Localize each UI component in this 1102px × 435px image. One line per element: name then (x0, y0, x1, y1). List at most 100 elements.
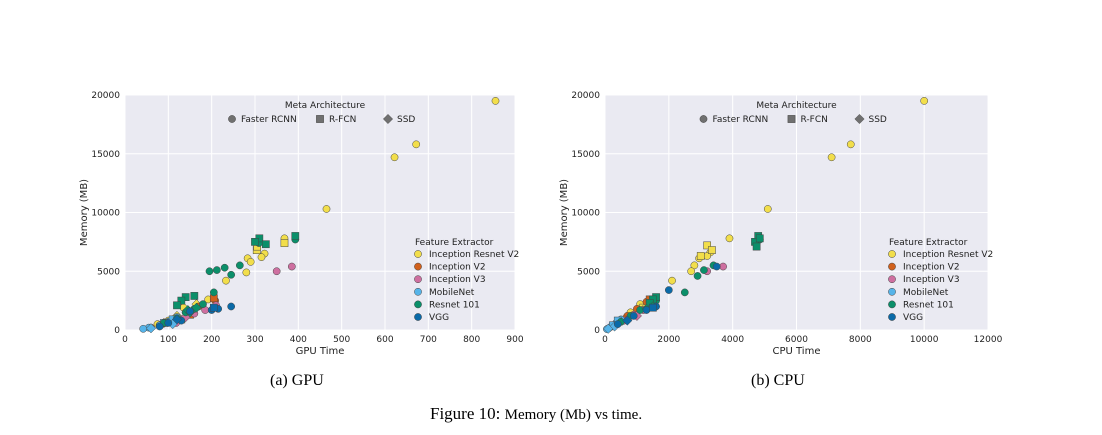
data-point (199, 300, 207, 308)
x-tick-label: 300 (246, 335, 263, 345)
y-tick-label: 15000 (91, 150, 120, 160)
feature-legend-marker (888, 313, 896, 321)
data-point (763, 205, 772, 213)
data-point (668, 276, 676, 285)
feature-legend-label: VGG (429, 313, 449, 323)
feature-legend-marker (888, 287, 896, 296)
feature-legend-marker (414, 262, 422, 271)
caption-cpu: (b) CPU (751, 372, 805, 389)
data-point (390, 153, 399, 162)
feature-legend-marker (414, 313, 422, 321)
data-point (261, 240, 270, 249)
y-axis-label: Memory (MB) (559, 179, 570, 246)
meta-legend-label: R-FCN (801, 115, 828, 125)
data-point (636, 306, 644, 314)
meta-legend-label: SSD (397, 115, 415, 125)
x-tick-label: 400 (290, 335, 307, 345)
data-point (209, 303, 218, 312)
y-tick-label: 10000 (91, 209, 120, 219)
data-point (209, 288, 218, 297)
x-tick-label: 6000 (785, 335, 808, 345)
x-tick-label: 500 (333, 335, 350, 345)
x-tick-label: 10000 (910, 335, 939, 345)
data-point (696, 252, 705, 260)
data-point (752, 242, 761, 251)
feature-legend-label: Inception V3 (903, 275, 960, 285)
data-point (205, 267, 214, 276)
data-point (622, 315, 633, 326)
meta-legend-title: Meta Architecture (285, 101, 366, 111)
feature-legend-label: Inception Resnet V2 (429, 250, 519, 260)
data-point (693, 272, 702, 280)
feature-legend-title: Feature Extractor (415, 238, 494, 248)
data-point (700, 266, 708, 274)
meta-legend-title: Meta Architecture (756, 101, 837, 111)
data-point (227, 302, 236, 311)
data-point (171, 314, 183, 325)
x-tick-label: 8000 (849, 335, 872, 345)
data-point (629, 312, 638, 320)
data-point (719, 262, 727, 271)
x-tick-label: 700 (420, 335, 437, 345)
feature-legend-label: Resnet 101 (429, 300, 480, 310)
x-tick-label: 0 (122, 335, 128, 345)
y-tick-label: 0 (594, 326, 600, 336)
x-tick-label: 900 (506, 335, 523, 345)
data-point (272, 267, 281, 276)
meta-legend-marker (787, 115, 796, 123)
x-tick-label: 600 (376, 335, 393, 345)
data-point (190, 292, 199, 300)
data-point (227, 270, 236, 279)
feature-legend-label: Inception V2 (429, 263, 486, 273)
feature-legend-marker (414, 287, 422, 296)
data-point (251, 238, 259, 246)
x-axis-label: GPU Time (296, 346, 345, 357)
data-point (687, 267, 696, 276)
meta-legend-marker (228, 115, 236, 123)
x-tick-label: 12000 (974, 335, 1003, 345)
y-tick-label: 20000 (571, 91, 600, 101)
meta-legend-label: SSD (869, 115, 887, 125)
data-point (191, 302, 202, 313)
x-axis-label: CPU Time (773, 346, 821, 357)
data-point (642, 306, 651, 314)
data-point (213, 266, 221, 274)
data-point (649, 303, 657, 312)
data-point (235, 261, 244, 270)
data-point (242, 268, 251, 277)
data-point (186, 307, 194, 316)
meta-legend-marker (699, 115, 708, 123)
feature-legend-marker (414, 300, 422, 309)
x-tick-label: 100 (160, 335, 177, 345)
x-tick-label: 2000 (657, 335, 680, 345)
feature-legend-marker (414, 275, 422, 284)
x-tick-label: 4000 (721, 335, 744, 345)
data-point (412, 140, 421, 149)
data-point (145, 323, 157, 334)
y-tick-label: 0 (114, 326, 120, 336)
x-tick-label: 0 (602, 335, 608, 345)
meta-legend-marker (316, 115, 324, 123)
meta-legend-marker (382, 113, 394, 125)
gpu-scatter-chart: 0 100 200 300 400 500 600 700 800 900 0 5000 10000 15… (79, 91, 524, 357)
feature-legend-label: Resnet 101 (903, 300, 954, 310)
meta-legend-label: Faster RCNN (713, 115, 769, 125)
data-point (708, 246, 716, 254)
feature-legend-label: MobileNet (903, 288, 949, 298)
data-point (139, 324, 148, 333)
cpu-scatter-chart: 0 2000 4000 6000 8000 10000 12000 0 5000 10000 150… (559, 91, 1003, 357)
data-point (613, 320, 622, 328)
data-point (846, 140, 855, 149)
feature-legend-label: Inception V2 (903, 263, 960, 273)
data-point (827, 153, 836, 162)
data-point (920, 97, 929, 105)
feature-legend-marker (888, 300, 896, 309)
data-point (690, 261, 699, 270)
data-point (177, 296, 186, 305)
feature-legend-label: Inception V3 (429, 275, 486, 285)
x-tick-label: 200 (203, 335, 220, 345)
data-point (257, 253, 266, 261)
feature-legend-label: Inception Resnet V2 (903, 250, 993, 260)
y-axis-label: Memory (MB) (79, 179, 90, 246)
figure-caption-text: Memory (Mb) vs time. (504, 407, 643, 423)
